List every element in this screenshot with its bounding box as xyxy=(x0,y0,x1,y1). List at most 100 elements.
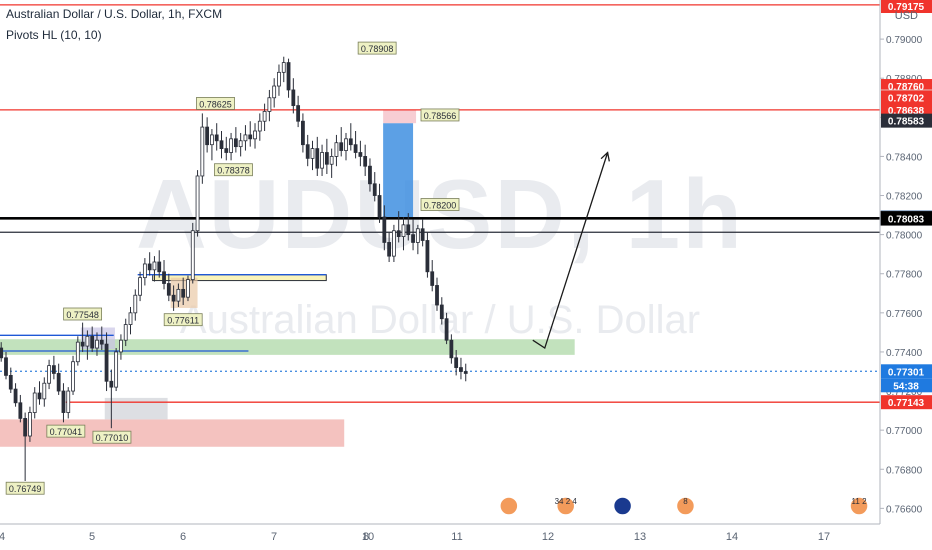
candle-body xyxy=(344,138,348,151)
candle-body xyxy=(152,261,157,271)
price-axis-currency: USD xyxy=(894,10,918,22)
time-tick-label: 4 xyxy=(0,531,5,543)
candle-body xyxy=(363,156,368,167)
price-label: 0.78638 xyxy=(888,106,925,117)
candle-body xyxy=(18,402,23,419)
candle-body xyxy=(210,134,214,146)
candle-body xyxy=(368,165,372,185)
price-tick-label: 0.76600 xyxy=(886,504,923,515)
time-tick-label: 6 xyxy=(180,531,186,543)
candle-body xyxy=(224,148,229,153)
candle-body xyxy=(449,339,454,359)
candle-body xyxy=(119,339,123,353)
pivot-label: 0.77010 xyxy=(96,433,129,443)
time-tick-label: 13 xyxy=(634,531,646,543)
pivot-label: 0.78566 xyxy=(424,111,457,121)
candle-body xyxy=(444,318,449,341)
chart-title: Australian Dollar / U.S. Dollar, 1h, FXC… xyxy=(6,7,223,21)
candle-body xyxy=(262,111,267,122)
candle-body xyxy=(8,375,13,390)
pivot-label: 0.77611 xyxy=(167,316,199,326)
price-label-bg xyxy=(881,378,932,393)
candle-body xyxy=(248,134,253,140)
candle-body xyxy=(85,335,90,347)
candle-body xyxy=(214,134,219,142)
candle-body xyxy=(186,279,190,298)
candle-body xyxy=(459,367,463,372)
price-label: 0.77301 xyxy=(888,367,925,378)
candle-body xyxy=(454,357,459,368)
candle-body xyxy=(219,140,224,149)
candle-body xyxy=(66,390,71,413)
candle-body xyxy=(133,294,138,314)
pivot-label-bg xyxy=(420,198,460,211)
candle-body xyxy=(296,105,301,122)
candle-body xyxy=(13,388,18,404)
price-label-bg xyxy=(881,79,932,94)
candle-body xyxy=(99,339,104,345)
candle-body xyxy=(4,357,8,376)
time-tick-label: 17 xyxy=(818,531,830,543)
us-flag-icon xyxy=(499,496,519,516)
candle-body xyxy=(0,347,4,359)
candle-body xyxy=(37,392,42,400)
candle-body xyxy=(181,288,186,298)
candle-body xyxy=(109,380,114,388)
candle-body xyxy=(277,71,281,87)
pivot-label-bg xyxy=(196,97,235,110)
event-count: 34 2 4 xyxy=(555,497,578,506)
candle-body xyxy=(23,418,28,437)
candle-body xyxy=(420,228,425,241)
time-tick-label: 11 xyxy=(451,531,462,543)
price-tick-label: 0.77200 xyxy=(886,387,923,398)
candle-body xyxy=(166,283,171,296)
indicator-label[interactable]: Pivots HL (10, 10) xyxy=(6,28,102,42)
price-label-bg xyxy=(881,113,932,128)
candle-body xyxy=(463,371,468,374)
price-tick-label: 0.78000 xyxy=(886,231,923,242)
pivot-label-bg xyxy=(214,163,253,177)
candle-body xyxy=(339,142,344,151)
candle-body xyxy=(324,152,329,165)
zone-blue xyxy=(383,123,414,218)
candle-body xyxy=(257,120,262,132)
price-tick-label: 0.77800 xyxy=(886,270,923,281)
candle-body xyxy=(358,152,363,157)
candle-body xyxy=(171,294,176,302)
candle-body xyxy=(425,240,430,273)
candle-body xyxy=(435,285,439,306)
candle-body xyxy=(396,230,401,237)
time-tick-label: 7 xyxy=(271,531,277,543)
price-label: 0.79175 xyxy=(888,2,925,13)
pivot-label-bg xyxy=(63,307,103,321)
candle-body xyxy=(272,85,277,99)
pivot-label-bg xyxy=(163,313,203,327)
price-tick-label: 0.79000 xyxy=(886,35,923,46)
time-tick-label: 10 xyxy=(362,531,374,543)
candle-body xyxy=(42,382,47,400)
candle-body xyxy=(71,361,75,392)
candle-body xyxy=(286,62,291,91)
price-tick-label: 0.77000 xyxy=(886,426,923,437)
time-tick-label: 5 xyxy=(89,531,95,543)
pivot-label-bg xyxy=(46,424,86,438)
candle-body xyxy=(95,339,99,349)
candle-body xyxy=(334,142,339,157)
pivot-label: 0.78378 xyxy=(217,166,250,176)
candle-body xyxy=(162,271,166,284)
time-tick-label: 14 xyxy=(726,531,738,543)
price-label: 0.78583 xyxy=(888,117,925,128)
candle-body xyxy=(61,390,66,413)
candle-body xyxy=(430,271,435,286)
price-tick-label: 0.76800 xyxy=(886,465,923,476)
zone-grey xyxy=(104,397,168,420)
us-flag-icon xyxy=(849,496,869,516)
price-label-bg xyxy=(881,395,932,410)
price-label: 0.78760 xyxy=(888,82,925,93)
candle-body xyxy=(281,62,286,73)
zone-pink xyxy=(383,109,417,124)
time-tick-label: 12 xyxy=(542,531,554,543)
pivot-label-bg xyxy=(92,430,132,444)
